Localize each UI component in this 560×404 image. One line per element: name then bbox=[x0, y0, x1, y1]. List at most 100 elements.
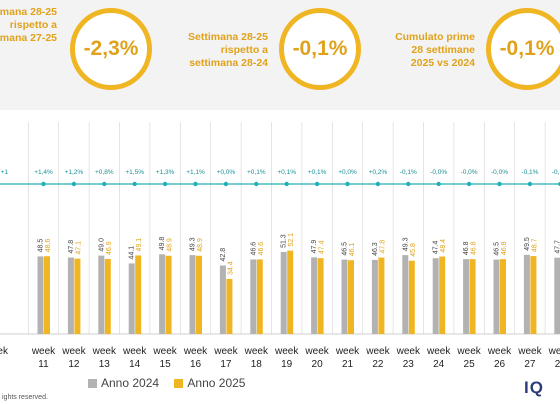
bar-label-2024: 49.8 bbox=[159, 237, 166, 251]
kpi-3-label-line-3: 2025 vs 2024 bbox=[410, 57, 475, 69]
x-tick-label-number: 19 bbox=[281, 359, 293, 370]
x-tick-label-week: week bbox=[183, 346, 208, 357]
bar-label-2024: 46.8 bbox=[463, 241, 470, 255]
variation-point bbox=[436, 181, 441, 187]
legend-swatch-2024 bbox=[88, 378, 97, 388]
line-data-label: -0,0% bbox=[461, 169, 478, 176]
iqvia-logo: IQ bbox=[524, 378, 544, 397]
bar-label-2025: 47.8 bbox=[379, 240, 386, 254]
bar-2025 bbox=[530, 256, 537, 334]
x-tick-label-week: week bbox=[244, 346, 269, 357]
bar-2024 bbox=[250, 259, 257, 334]
variation-point bbox=[497, 181, 502, 187]
bar-label-2025: 49.1 bbox=[136, 238, 143, 252]
variation-point bbox=[314, 181, 320, 187]
bar-2025 bbox=[226, 278, 233, 334]
bar-2024 bbox=[402, 255, 409, 334]
kpi-2-label: Settimana 28-25 rispetto a settimana 28-… bbox=[188, 31, 268, 70]
line-data-label: +0,8% bbox=[95, 169, 114, 176]
bar-label-2024: 48.5 bbox=[38, 239, 45, 253]
x-tick-label-week: week bbox=[92, 346, 117, 357]
x-tick-label-number: 12 bbox=[68, 359, 80, 370]
bar-2024 bbox=[341, 259, 348, 334]
bar-label-2025: 47.4 bbox=[319, 240, 326, 254]
x-tick-label-week: week bbox=[426, 346, 451, 357]
kpi-1-value: -2,3% bbox=[70, 8, 152, 90]
bar-label-2025: 48.6 bbox=[45, 239, 52, 253]
x-tick-label-week: week bbox=[274, 346, 299, 357]
bar-label-2025: 46.6 bbox=[258, 242, 265, 256]
bar-label-2024: 46.5 bbox=[342, 242, 349, 256]
weekly-bar-chart: week+148.548.6week11+1,4%47.847.1week12+… bbox=[0, 122, 560, 370]
bar-2025 bbox=[500, 259, 506, 334]
variation-point bbox=[102, 181, 107, 187]
bar-label-2024: 47.8 bbox=[68, 240, 75, 254]
kpi-3-value: -0,1% bbox=[486, 8, 560, 90]
x-tick-label-number: 20 bbox=[312, 359, 324, 370]
bar-label-2025: 48.9 bbox=[197, 238, 204, 252]
variation-point bbox=[345, 181, 350, 187]
line-data-label: -0,1% bbox=[552, 169, 560, 176]
bar-2024 bbox=[128, 263, 135, 334]
bar-2024 bbox=[311, 257, 318, 334]
legend-item-2025: Anno 2025 bbox=[174, 376, 245, 390]
bar-label-2024: 46.3 bbox=[372, 242, 379, 256]
bar-label-2024: 44.1 bbox=[129, 246, 136, 260]
x-tick-label-week: week bbox=[517, 346, 542, 357]
line-data-label: +0,0% bbox=[338, 169, 357, 176]
bar-label-2024: 47.9 bbox=[311, 240, 318, 254]
chart-legend: Anno 2024 Anno 2025 bbox=[88, 376, 257, 391]
line-data-label: +1,2% bbox=[65, 169, 84, 176]
x-tick-label-number: 11 bbox=[38, 359, 49, 370]
line-data-label: +1,5% bbox=[125, 169, 144, 176]
bar-2024 bbox=[523, 254, 530, 334]
copyright-text: ights reserved. bbox=[2, 394, 48, 401]
x-tick-label-number: 14 bbox=[129, 359, 141, 370]
bar-2025 bbox=[287, 250, 294, 334]
line-data-label: -0,1% bbox=[521, 169, 538, 176]
bar-label-2025: 46.9 bbox=[106, 241, 113, 255]
line-data-label: +0,1% bbox=[308, 169, 327, 176]
kpi-3-label-line-2: 28 settimane bbox=[411, 44, 475, 56]
bar-2025 bbox=[378, 257, 385, 334]
x-tick-label-partial: week bbox=[0, 346, 9, 357]
legend-label-2025: Anno 2025 bbox=[187, 376, 246, 390]
bar-2025 bbox=[74, 258, 81, 334]
x-tick-label-week: week bbox=[31, 346, 56, 357]
legend-label-2024: Anno 2024 bbox=[101, 376, 160, 390]
variation-point bbox=[223, 181, 229, 187]
bar-label-2025: 34.4 bbox=[227, 261, 234, 275]
kpi-2-value: -0,1% bbox=[279, 8, 361, 90]
bar-label-2024: 49.3 bbox=[190, 237, 197, 251]
x-tick-label-number: 27 bbox=[524, 359, 536, 370]
kpi-2-label-line-3: settimana 28-24 bbox=[189, 57, 268, 69]
x-tick-label-week: week bbox=[213, 346, 238, 357]
line-data-label: +0,1% bbox=[247, 169, 266, 176]
kpi-3-label-line-1: Cumulato prime bbox=[395, 31, 475, 43]
x-tick-label-number: 25 bbox=[464, 359, 476, 370]
x-tick-label-week: week bbox=[122, 346, 147, 357]
bar-label-2025: 47.1 bbox=[75, 241, 82, 255]
variation-point bbox=[132, 181, 137, 187]
x-tick-label-number: 24 bbox=[433, 359, 445, 370]
bar-2024 bbox=[98, 255, 105, 334]
kpi-2-label-line-2: rispetto a bbox=[220, 44, 268, 56]
x-tick-label-number: 18 bbox=[251, 359, 263, 370]
bar-2025 bbox=[256, 259, 263, 334]
bar-2025 bbox=[44, 256, 50, 334]
bar-2025 bbox=[104, 258, 111, 334]
x-tick-label-week: week bbox=[335, 346, 360, 357]
x-tick-label-number: 23 bbox=[403, 359, 415, 370]
bar-2025 bbox=[135, 255, 142, 334]
kpi-2-label-line-1: Settimana 28-25 bbox=[188, 31, 268, 43]
variation-point bbox=[466, 181, 472, 187]
bar-label-2025: 45.8 bbox=[410, 243, 417, 257]
line-data-label: -0,0% bbox=[430, 169, 447, 176]
x-tick-label-number: 17 bbox=[220, 359, 232, 370]
kpi-1-label: Settimana 28-25 rispetto a settimana 27-… bbox=[0, 6, 57, 45]
line-data-label: -0,1% bbox=[400, 169, 417, 176]
x-tick-label-week: week bbox=[304, 346, 329, 357]
bar-2024 bbox=[371, 259, 378, 334]
x-tick-label-week: week bbox=[396, 346, 421, 357]
bar-2025 bbox=[439, 256, 446, 334]
